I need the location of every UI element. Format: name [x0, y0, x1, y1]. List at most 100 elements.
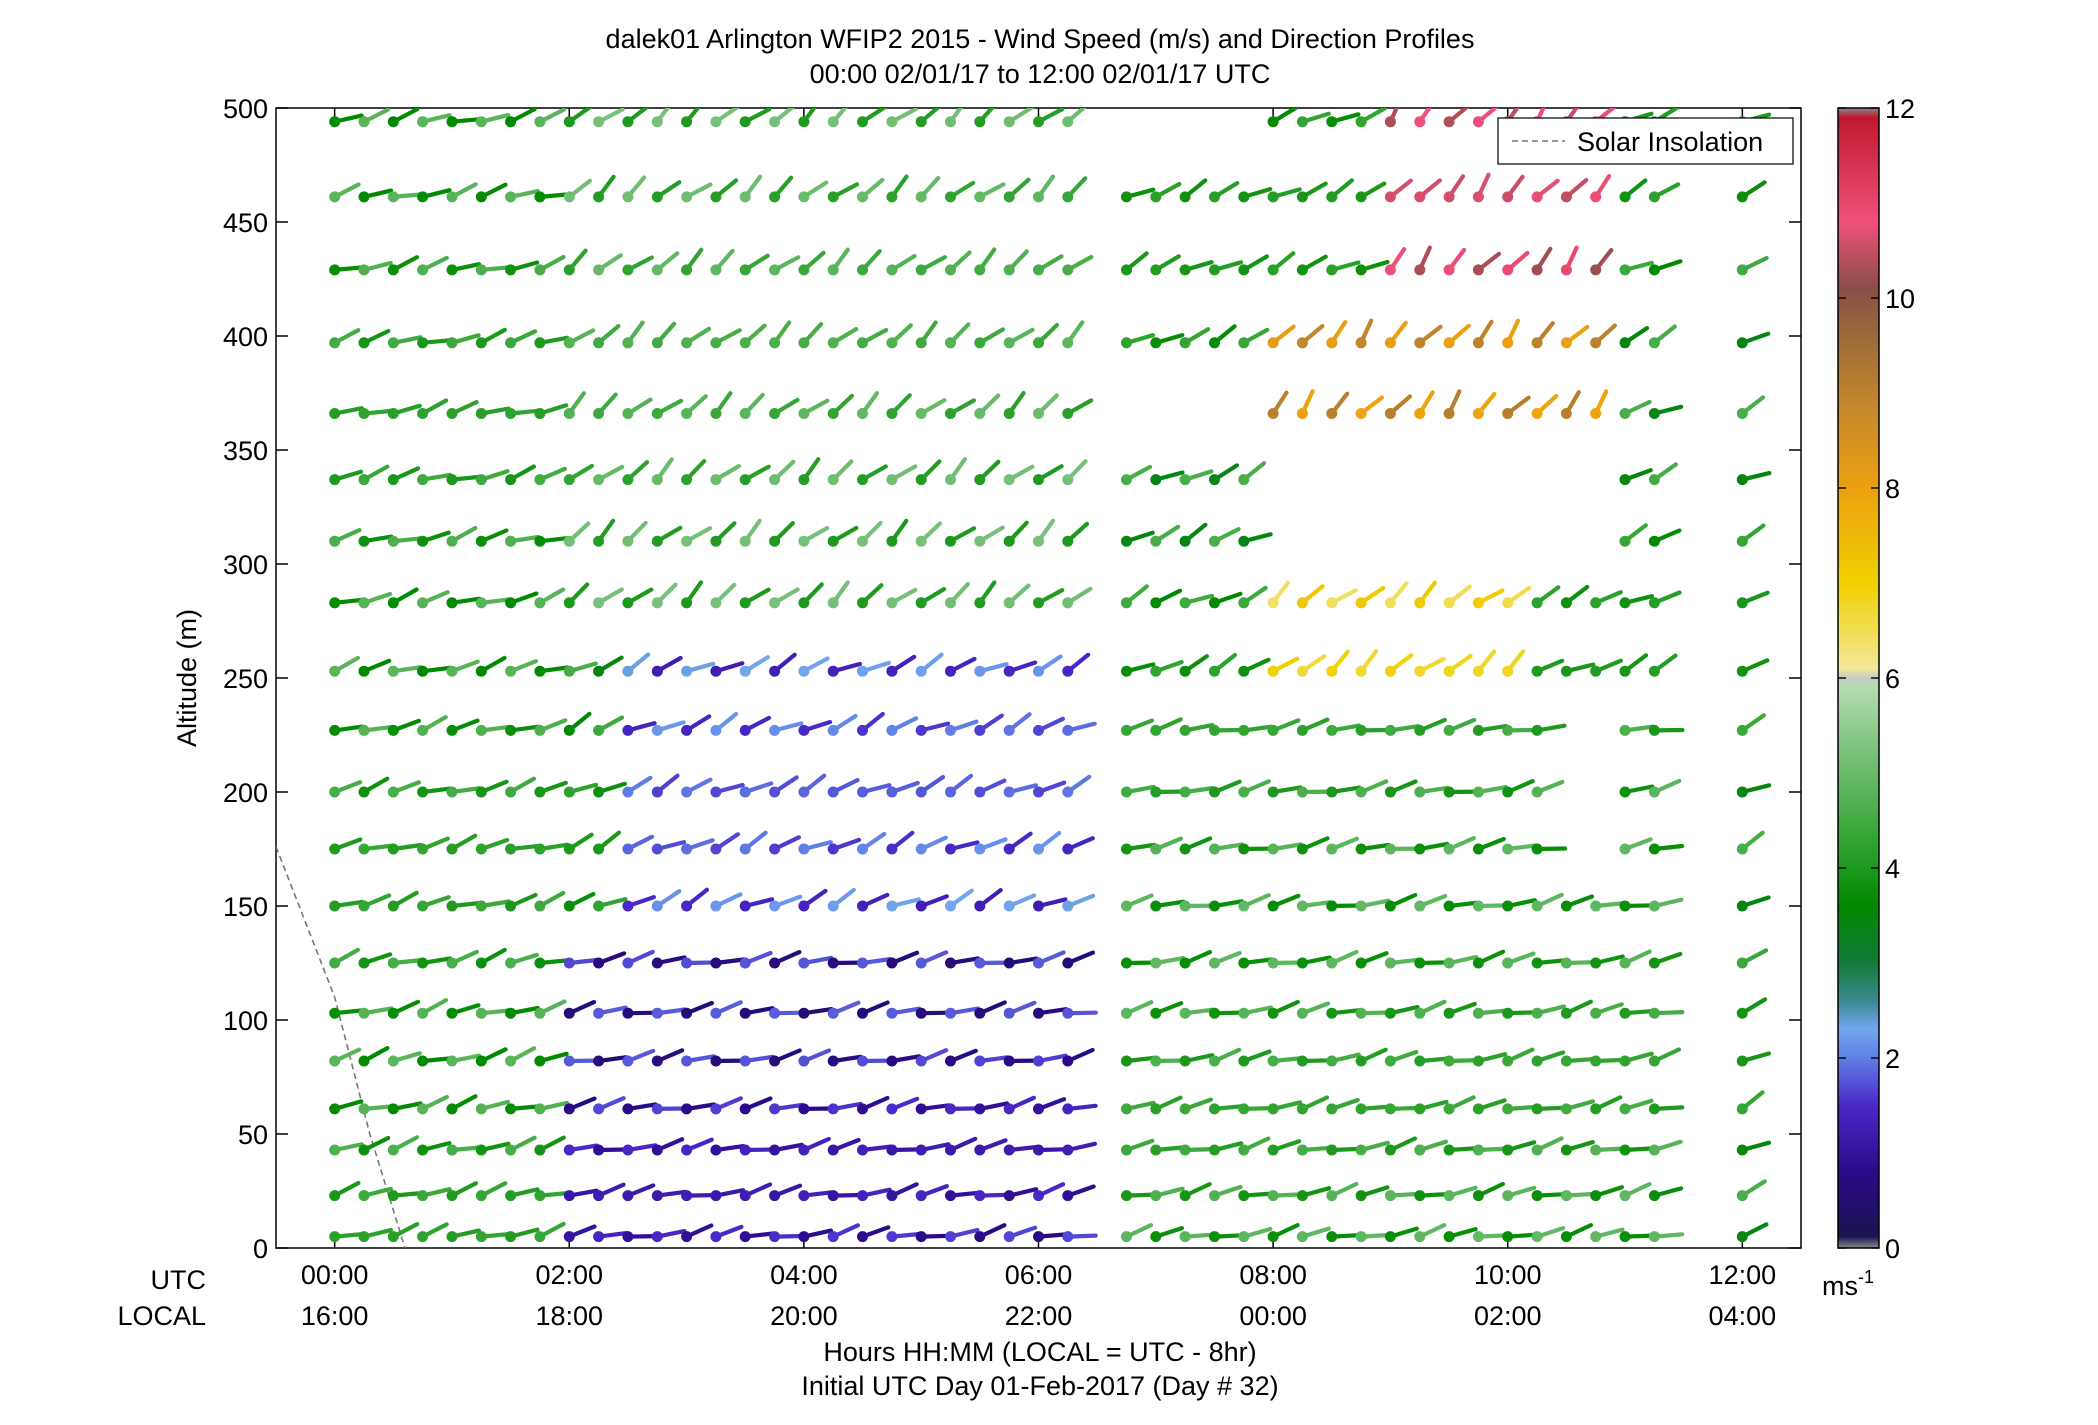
wind-barb-point [886, 957, 898, 969]
wind-barb-point [1150, 535, 1162, 547]
wind-barb-point [915, 1055, 927, 1067]
wind-barb-point [1326, 786, 1338, 798]
wind-barb-point [1355, 786, 1367, 798]
wind-barb-point [798, 116, 810, 128]
wind-barb-point [563, 786, 575, 798]
wind-barb-point [1472, 724, 1484, 736]
wind-barb-point [387, 535, 399, 547]
wind-barb-point [1150, 1144, 1162, 1156]
wind-barb-point [1121, 724, 1132, 736]
wind-barb-point [915, 264, 927, 276]
wind-barb-point [1326, 1103, 1338, 1115]
wind-barb-point [1736, 264, 1748, 276]
wind-barb-point [329, 665, 341, 677]
wind-barb-point [329, 597, 341, 609]
wind-barb-point [1209, 1231, 1220, 1243]
wind-barb-point [1472, 1007, 1484, 1019]
wind-barb-point [1150, 843, 1162, 855]
wind-barb-point [1179, 1231, 1191, 1243]
wind-barb-point [769, 957, 781, 969]
wind-barb-point [769, 1190, 781, 1202]
wind-barb-point [1560, 1055, 1572, 1067]
wind-barb-point [915, 665, 927, 677]
wind-barb-point [1443, 1007, 1455, 1019]
wind-barb-point [1590, 665, 1602, 677]
wind-barb-point [329, 1007, 341, 1019]
wind-barb-point [534, 191, 546, 203]
wind-barb-point [651, 408, 663, 419]
wind-barb-point [1384, 1055, 1396, 1067]
wind-barb-point [1238, 535, 1250, 547]
wind-barb-point [798, 957, 810, 969]
wind-barb-point [1619, 957, 1631, 969]
wind-barb-point [417, 900, 429, 912]
wind-barb-point [1355, 957, 1367, 969]
wind-barb-point [563, 1103, 575, 1115]
wind-barb-point [1355, 1190, 1367, 1202]
wind-barb-point [1003, 1007, 1015, 1019]
wind-barb-point [857, 191, 868, 203]
wind-barb-point [1472, 900, 1484, 912]
wind-barb-point [329, 116, 341, 128]
wind-barb-point [387, 597, 399, 609]
wind-barb-point [563, 337, 575, 349]
wind-barb-point [1590, 337, 1602, 349]
wind-barb-point [1326, 1231, 1338, 1243]
wind-barb-point [1179, 337, 1191, 349]
wind-barb-point [739, 957, 751, 969]
plot-area [275, 107, 1802, 1249]
wind-barb-point [1062, 1055, 1074, 1067]
wind-barb-point [622, 1103, 634, 1115]
wind-barb-point [651, 535, 663, 547]
wind-barb-point [886, 1055, 898, 1067]
wind-barb-point [857, 843, 868, 855]
wind-barb-point [974, 474, 986, 486]
colorbar-tick-label: 12 [1885, 94, 1915, 124]
wind-barb-point [1355, 191, 1367, 203]
wind-barb-point [974, 665, 986, 677]
wind-barb-point [915, 1007, 927, 1019]
wind-barb-point [1150, 1007, 1162, 1019]
wind-barb-point [417, 264, 429, 276]
wind-barb-point [417, 1055, 429, 1067]
wind-barb-point [387, 665, 399, 677]
wind-barb-point [1121, 1007, 1132, 1019]
wind-barb-point [505, 116, 517, 128]
wind-barb-point [446, 1190, 458, 1202]
wind-barb-point [1355, 724, 1367, 736]
wind-barb-point [1267, 1231, 1279, 1243]
wind-barb-point [563, 900, 575, 912]
wind-barb-point [974, 1007, 986, 1019]
wind-barb-point [446, 1231, 458, 1243]
wind-barb-point [1736, 1190, 1748, 1202]
wind-barb-point [1502, 843, 1514, 855]
wind-barb-point [945, 665, 956, 677]
wind-barb-point [1355, 337, 1367, 349]
wind-barb-point [651, 337, 663, 349]
wind-barb-point [1209, 900, 1220, 912]
wind-barb-point [1619, 786, 1631, 798]
wind-barb-point [1560, 408, 1572, 419]
wind-barb-point [446, 474, 458, 486]
wind-barb-point [1531, 900, 1543, 912]
wind-barb-point [827, 1190, 839, 1202]
wind-barb-point [1736, 1231, 1748, 1243]
wind-barb-point [358, 786, 370, 798]
wind-barb-point [1003, 535, 1015, 547]
wind-barb-point [1502, 900, 1514, 912]
wind-barb-point [1296, 264, 1308, 276]
wind-barb-point [769, 264, 781, 276]
wind-barb-point [1003, 474, 1015, 486]
wind-barb-point [915, 786, 927, 798]
wind-barb-point [1150, 724, 1162, 736]
x-tick-label-local: 16:00 [301, 1301, 369, 1331]
wind-barb-point [1179, 474, 1191, 486]
wind-barb-point [1326, 1055, 1338, 1067]
wind-barb-point [769, 1007, 781, 1019]
wind-barb-point [1209, 337, 1220, 349]
wind-barb-point [1502, 1103, 1514, 1115]
wind-barb-point [1648, 1144, 1660, 1156]
colorbar-tick-label: 6 [1885, 664, 1900, 694]
wind-barb-point [1121, 957, 1132, 969]
wind-barb-point [1443, 1190, 1455, 1202]
